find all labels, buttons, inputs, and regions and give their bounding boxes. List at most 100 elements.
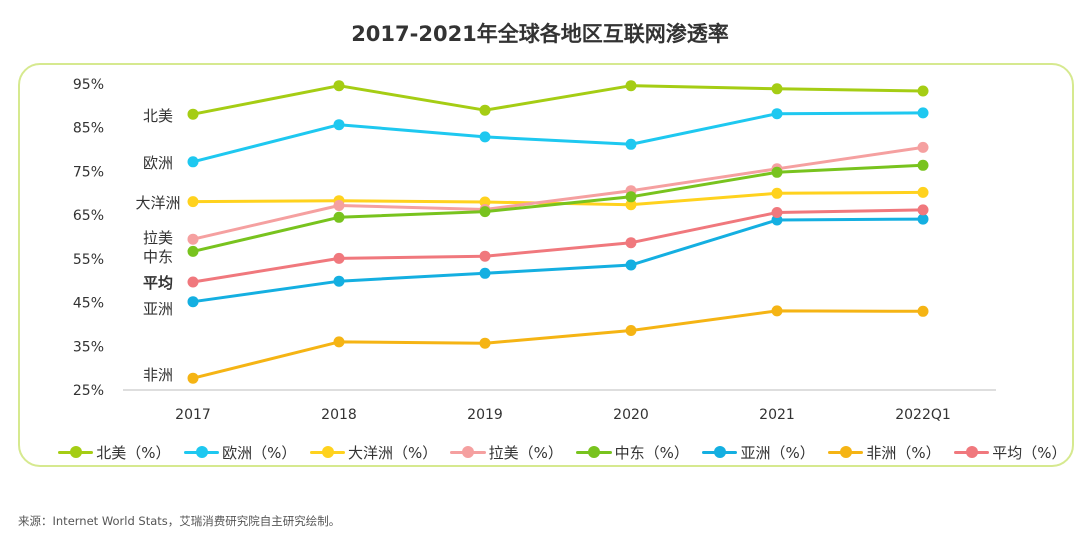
legend-item: 非洲（%） — [828, 442, 941, 462]
series-3 — [187, 141, 929, 245]
data-point — [333, 80, 345, 92]
data-point — [187, 296, 199, 308]
legend-swatch — [183, 445, 220, 459]
x-axis-ticks: 2017 2018 2019 2020 2021 2022Q1 — [175, 407, 951, 423]
data-point — [187, 372, 199, 384]
x-tick-label: 2020 — [613, 407, 649, 423]
series-line — [192, 163, 924, 253]
data-point — [771, 83, 783, 95]
legend-label: 平均（%） — [992, 443, 1067, 462]
data-point — [917, 85, 929, 97]
legend-swatch — [576, 445, 612, 459]
data-point — [187, 108, 199, 120]
data-point — [187, 233, 199, 245]
data-point — [917, 186, 929, 198]
series-side-label: 拉美 — [143, 229, 173, 247]
series-side-label: 平均 — [143, 274, 173, 292]
series-line — [192, 111, 924, 164]
legend-item: 北美（%） — [58, 442, 171, 462]
series-lines — [187, 80, 929, 384]
legend-label: 亚洲（%） — [740, 443, 815, 462]
series-7 — [187, 204, 929, 288]
data-point — [187, 196, 199, 208]
data-point — [479, 250, 491, 262]
y-axis-ticks: 95% 85% 75% 65% 55% 45% 35% 25% — [73, 77, 104, 399]
y-tick-label: 35% — [73, 339, 104, 355]
legend-swatch — [450, 445, 486, 459]
y-tick-label: 25% — [73, 383, 104, 399]
data-point — [479, 206, 491, 218]
x-tick-label: 2017 — [175, 407, 211, 423]
x-tick-label: 2019 — [467, 407, 503, 423]
series-side-label: 非洲 — [143, 366, 173, 384]
legend-label: 非洲（%） — [866, 443, 941, 462]
data-point — [771, 207, 783, 218]
x-tick-label: 2021 — [759, 407, 795, 423]
legend-label: 欧洲（%） — [222, 443, 297, 462]
data-point — [917, 305, 929, 317]
y-tick-label: 85% — [73, 121, 104, 137]
y-tick-label: 65% — [73, 208, 104, 224]
data-point — [479, 104, 491, 116]
data-point — [771, 166, 783, 178]
legend-item: 大洋洲（%） — [309, 442, 438, 462]
series-4 — [187, 159, 929, 257]
series-side-label: 亚洲 — [143, 300, 173, 318]
data-point — [917, 159, 929, 171]
y-tick-label: 95% — [73, 77, 104, 93]
series-6 — [187, 305, 929, 384]
legend: 北美（%） 欧洲（%） 大洋洲（%） 拉美（%） 中东（%） 亚洲（%） 非洲（%） 平均（%… — [58, 442, 1080, 462]
data-point — [187, 245, 199, 257]
data-point — [479, 131, 491, 143]
data-point — [625, 138, 637, 150]
series-side-label: 北美 — [143, 107, 173, 125]
series-line — [192, 217, 924, 304]
source-note: 来源：Internet World Stats，艾瑞消费研究院自主研究绘制。 — [18, 514, 341, 528]
data-point — [333, 211, 345, 223]
legend-swatch — [309, 445, 346, 459]
legend-label: 中东（%） — [614, 443, 689, 462]
legend-swatch — [58, 445, 94, 459]
data-point — [333, 275, 345, 287]
legend-item: 亚洲（%） — [702, 442, 815, 462]
data-point — [479, 337, 491, 349]
series-side-label: 中东 — [143, 248, 173, 266]
data-point — [479, 267, 491, 279]
series-line — [192, 145, 924, 241]
data-point — [917, 107, 929, 119]
data-point — [187, 156, 199, 168]
legend-item: 平均（%） — [954, 442, 1067, 462]
series-side-label: 大洋洲 — [135, 194, 180, 212]
data-point — [625, 191, 637, 203]
legend-item: 欧洲（%） — [183, 442, 297, 462]
data-point — [625, 80, 637, 92]
series-line — [192, 309, 924, 380]
data-point — [625, 199, 637, 211]
legend-swatch — [954, 445, 990, 459]
chart-frame — [18, 63, 1074, 467]
data-point — [187, 276, 199, 288]
legend-label: 大洋洲（%） — [348, 443, 438, 462]
series-side-label: 欧洲 — [143, 154, 173, 172]
data-point — [771, 108, 783, 120]
data-point — [333, 200, 345, 211]
legend-swatch — [702, 445, 738, 459]
legend-label: 拉美（%） — [488, 443, 563, 462]
legend-label: 北美（%） — [96, 443, 171, 462]
data-point — [625, 325, 637, 336]
series-line — [192, 84, 924, 116]
series-0 — [187, 80, 929, 120]
y-tick-label: 55% — [73, 252, 104, 268]
y-tick-label: 75% — [73, 164, 104, 180]
data-point — [917, 204, 929, 216]
series-1 — [187, 107, 929, 168]
data-point — [917, 141, 929, 153]
data-point — [333, 252, 345, 264]
legend-item: 拉美（%） — [450, 442, 563, 462]
legend-swatch — [828, 445, 864, 459]
series-line — [192, 208, 924, 284]
x-tick-label: 2022Q1 — [895, 407, 951, 423]
data-point — [625, 237, 637, 249]
